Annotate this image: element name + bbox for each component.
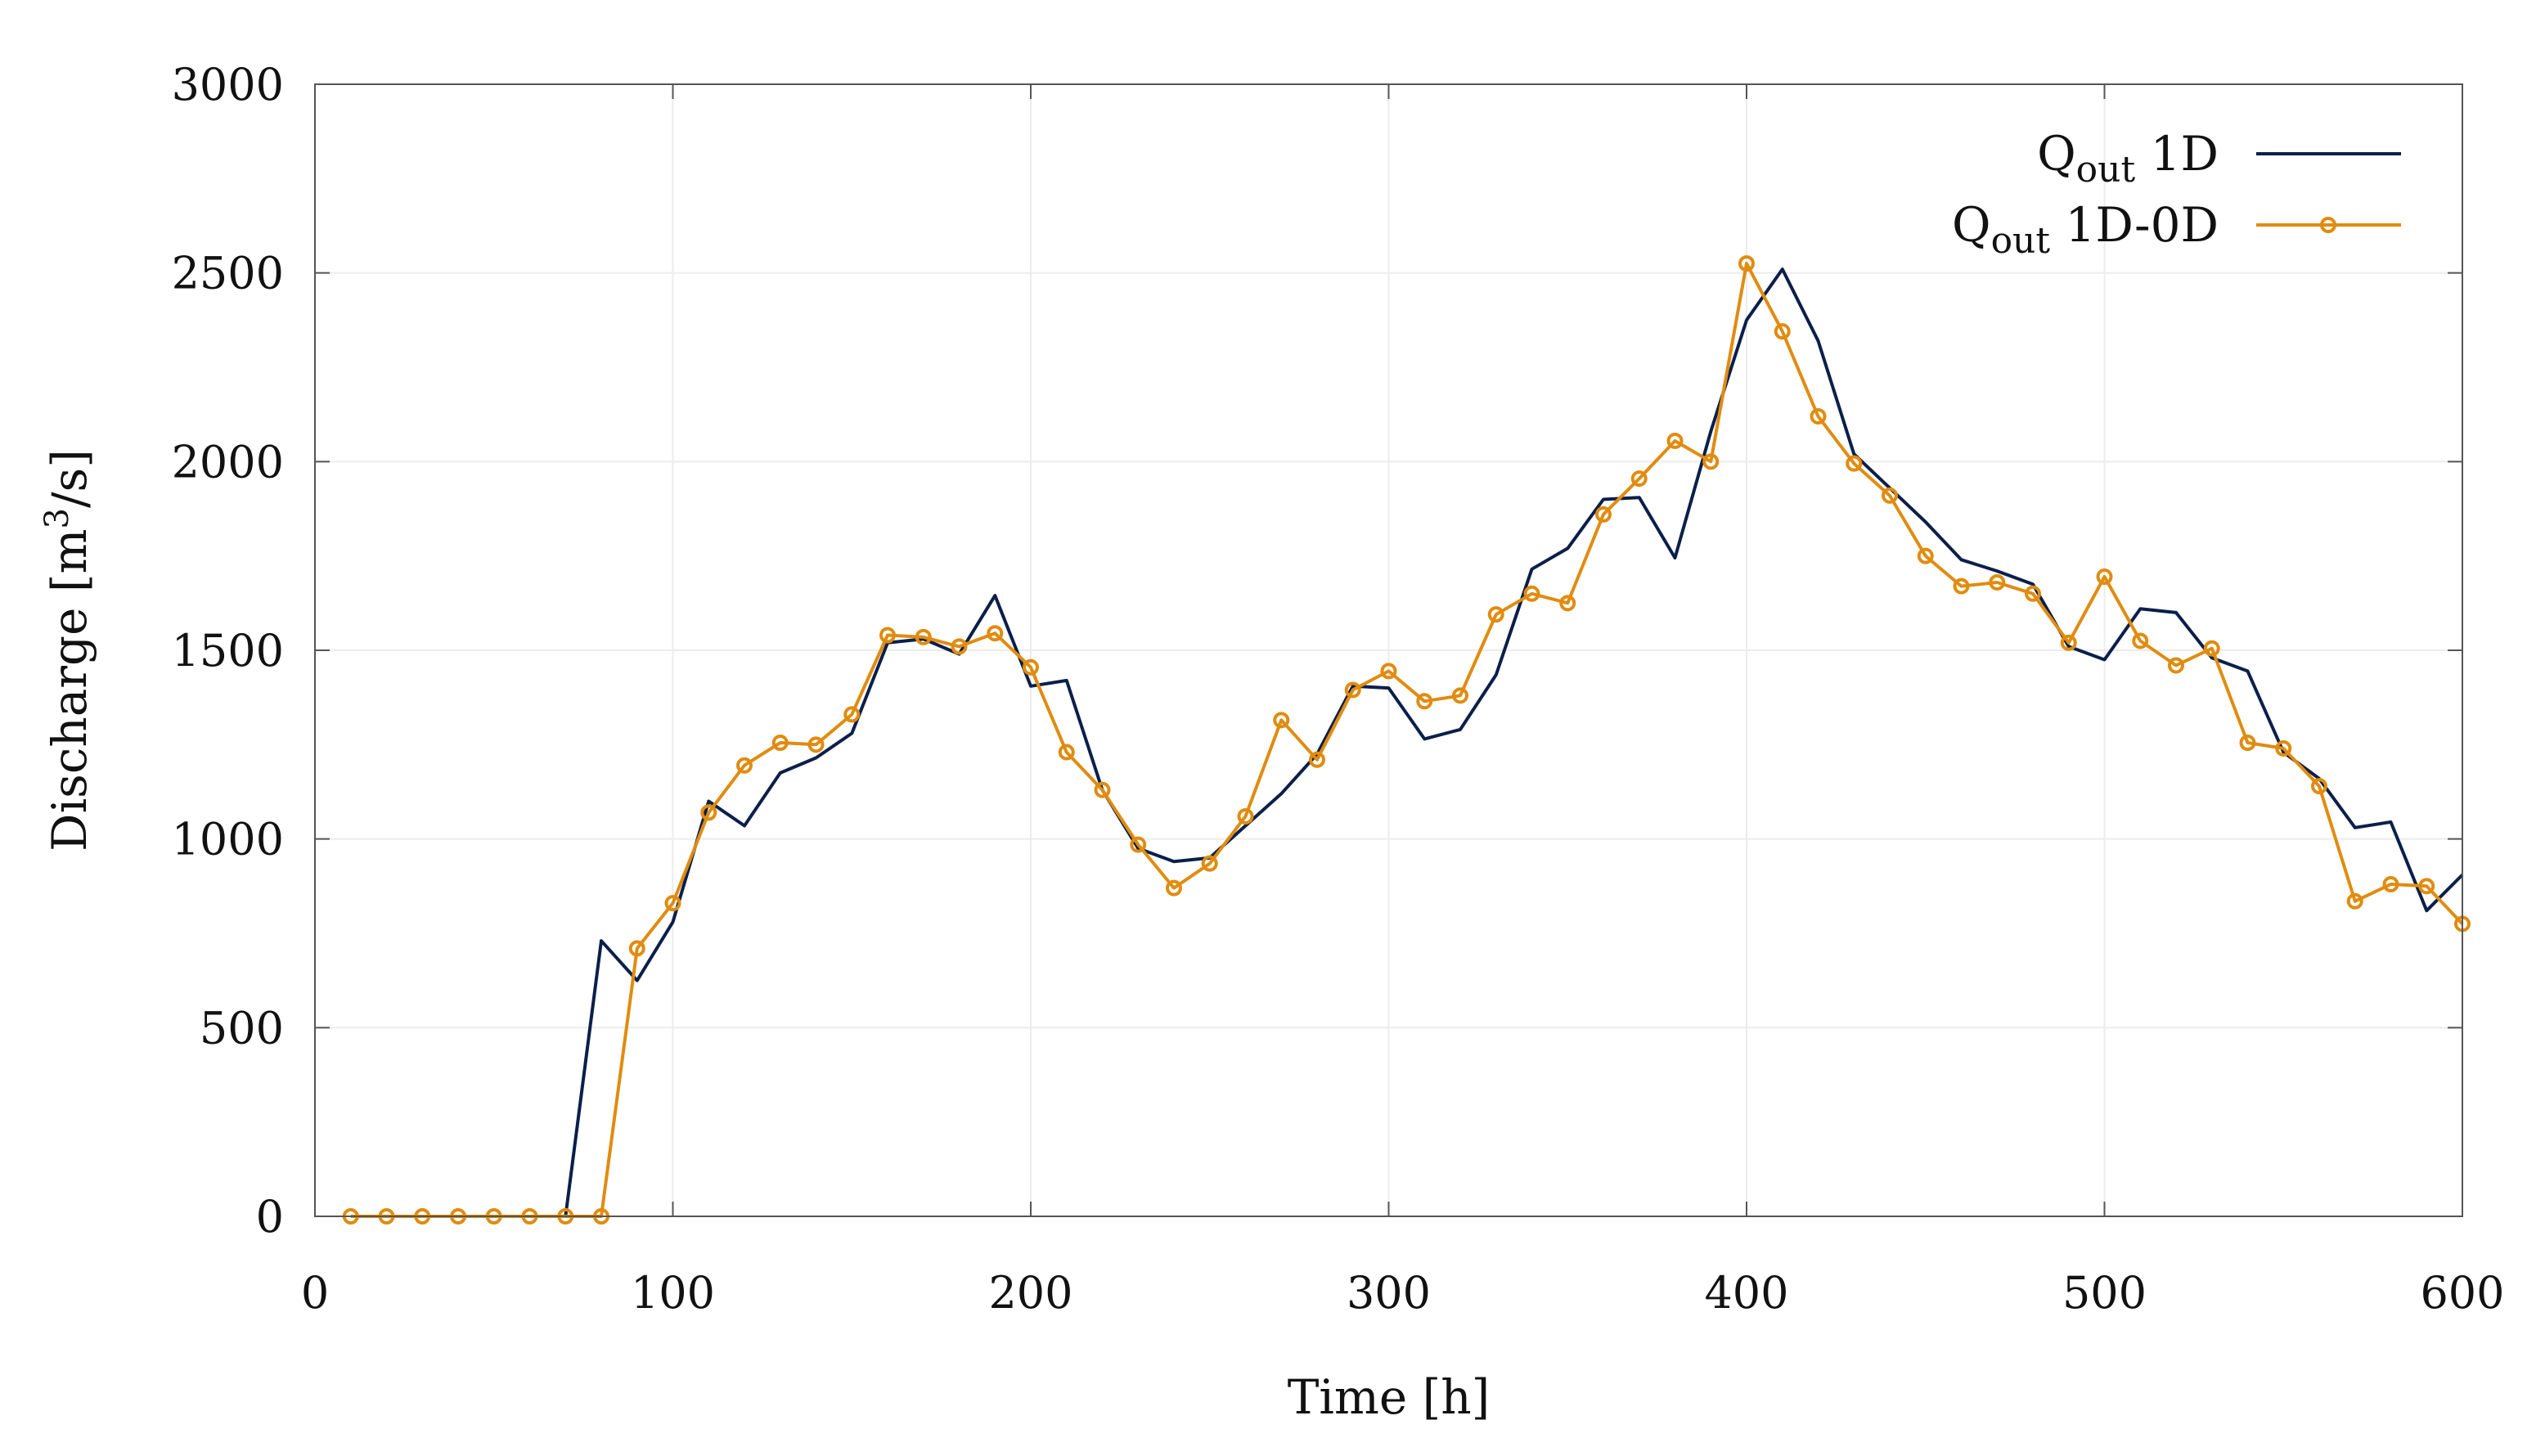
- data-point-1: [843, 706, 861, 723]
- grid-lines: [315, 84, 2462, 1216]
- data-point-1: [2275, 739, 2292, 757]
- data-point-1: [2239, 735, 2256, 752]
- x-tick-label: 0: [301, 1267, 329, 1319]
- data-point-1: [1309, 751, 1325, 768]
- data-point-1: [1702, 453, 1720, 470]
- series-line-0: [529, 267, 2464, 1218]
- legend-label-sub: out: [1991, 220, 2051, 262]
- data-point-1: [1416, 693, 1433, 710]
- series-line-1: [350, 262, 2464, 1218]
- data-point-1: [1989, 573, 2006, 591]
- data-point-1: [771, 735, 789, 752]
- data-point-1: [1774, 323, 1791, 340]
- y-tick-label: 0: [256, 1191, 284, 1243]
- x-axis-label: Time [h]: [1288, 1369, 1491, 1425]
- data-point-1: [2346, 892, 2363, 910]
- x-tick-label: 200: [988, 1267, 1072, 1319]
- data-point-1: [987, 625, 1004, 642]
- data-point-1: [1237, 807, 1254, 825]
- data-point-1: [1559, 595, 1576, 612]
- data-point-1: [879, 627, 896, 644]
- data-point-1: [1058, 744, 1075, 761]
- legend-label-sub: out: [2076, 149, 2136, 191]
- x-tick-label: 400: [1704, 1267, 1788, 1319]
- y-tick-label: 1000: [172, 814, 284, 865]
- tick-labels: 0 100 200 300 400 500 600 0 500 1000 1500 2000 2500 3…: [172, 59, 2505, 1319]
- legend-label: Qout 1D: [2037, 126, 2219, 191]
- data-point-1: [1738, 255, 1755, 272]
- data-point-1: [1452, 687, 1468, 704]
- y-tick-label: 3000: [172, 59, 284, 110]
- data-point-1: [1130, 836, 1147, 853]
- legend-label: Qout 1D-0D: [1952, 197, 2219, 262]
- y-tick-label: 2500: [172, 248, 284, 299]
- data-point-1: [628, 940, 645, 957]
- data-point-1: [1487, 606, 1504, 623]
- data-point-1: [1166, 879, 1182, 897]
- y-tick-label: 2000: [172, 436, 284, 488]
- y-axis-label-sup: 3: [38, 508, 76, 528]
- y-axis-label-after: /s]: [42, 449, 97, 508]
- data-point-1: [1666, 432, 1684, 449]
- data-point-1: [1810, 407, 1827, 425]
- data-point-1: [2060, 634, 2077, 651]
- y-axis-label-before: Discharge [m: [42, 528, 97, 851]
- data-point-1: [664, 895, 681, 912]
- data-point-1: [1344, 681, 1361, 699]
- plot-frame: [314, 83, 2463, 1217]
- data-point-1: [1273, 712, 1290, 729]
- data-point-1: [1094, 781, 1111, 798]
- x-tick-label: 600: [2420, 1267, 2504, 1319]
- y-axis-label: Discharge [m3/s]: [38, 449, 97, 852]
- data-point-1: [1917, 547, 1934, 564]
- data-point-1: [2418, 878, 2435, 895]
- data-point-1: [700, 804, 717, 821]
- data-point-1: [1846, 455, 1863, 472]
- legend: Qout 1D Qout 1D-0D: [1952, 126, 2401, 262]
- x-tick-label: 300: [1347, 1267, 1431, 1319]
- data-point-1: [1023, 658, 1039, 676]
- y-tick-label: 1500: [172, 625, 284, 676]
- data-point-1: [1201, 855, 1218, 872]
- data-point-1: [2168, 657, 2184, 674]
- legend-entry-qout-1d: Qout 1D: [2037, 126, 2401, 191]
- legend-label-suffix: 1D: [2135, 126, 2219, 182]
- y-tick-label: 500: [200, 1002, 284, 1054]
- legend-label-suffix: 1D-0D: [2050, 197, 2219, 253]
- data-point-1: [1595, 506, 1612, 523]
- data-point-1: [2311, 778, 2327, 795]
- series-layer: [342, 255, 2471, 1225]
- data-point-1: [736, 757, 753, 774]
- data-point-1: [1882, 487, 1898, 504]
- data-point-1: [2203, 640, 2220, 657]
- data-point-1: [807, 736, 825, 753]
- data-point-1: [2132, 632, 2149, 649]
- x-tick-label: 500: [2062, 1267, 2147, 1319]
- data-point-1: [915, 628, 932, 645]
- data-point-1: [1523, 585, 1540, 602]
- data-point-1: [1953, 577, 1970, 595]
- legend-marker-qout-1d-0d: [2320, 217, 2336, 233]
- data-point-1: [1380, 663, 1397, 680]
- legend-label-main: Q: [1952, 197, 1991, 253]
- data-point-1: [2025, 585, 2041, 602]
- x-tick-label: 100: [631, 1267, 715, 1319]
- data-point-1: [1630, 470, 1648, 488]
- data-point-1: [951, 638, 968, 655]
- data-point-1: [2382, 876, 2399, 893]
- legend-entry-qout-1d-0d: Qout 1D-0D: [1952, 197, 2401, 262]
- legend-label-main: Q: [2037, 126, 2076, 182]
- data-point-1: [2096, 568, 2113, 586]
